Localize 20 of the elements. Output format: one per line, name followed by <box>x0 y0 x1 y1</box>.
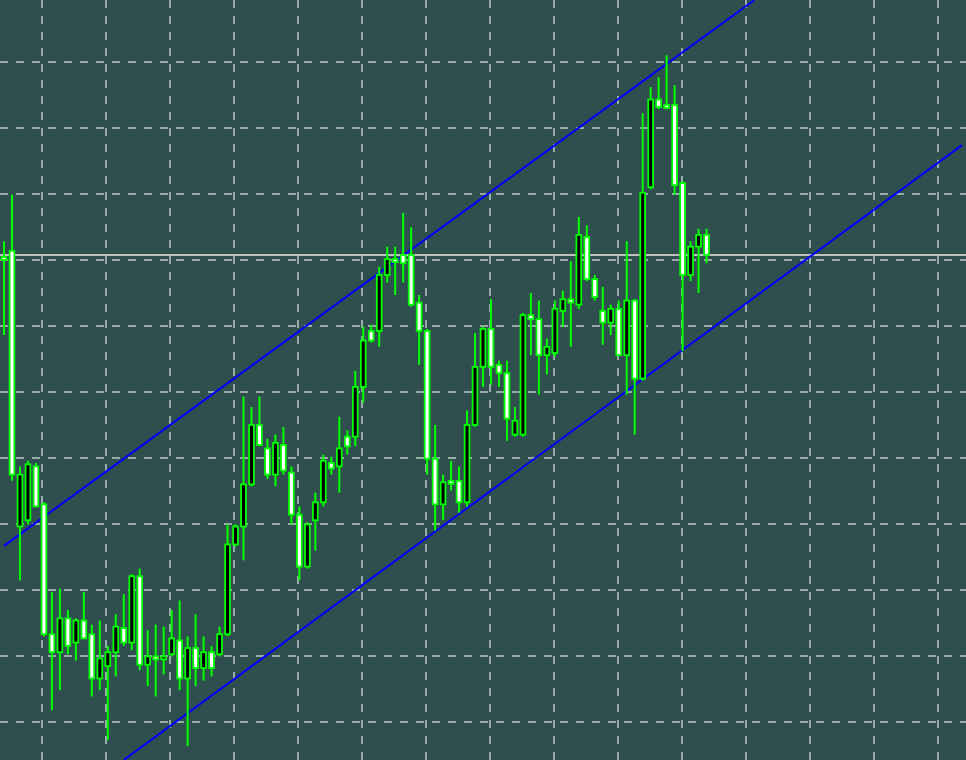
candlestick <box>599 285 607 346</box>
candlestick <box>535 299 543 396</box>
candlestick <box>391 245 399 297</box>
candlestick <box>615 299 623 358</box>
candlestick <box>152 623 159 698</box>
candlestick <box>336 415 343 494</box>
candlestick <box>56 587 64 692</box>
candlestick <box>184 635 191 748</box>
candlestick <box>503 359 511 442</box>
candlestick <box>695 227 702 294</box>
candlestick <box>487 298 495 386</box>
candlestick <box>176 599 183 692</box>
candlestick <box>240 395 247 562</box>
candlestick <box>88 623 96 698</box>
candlestick <box>551 299 559 358</box>
candlestick <box>64 609 72 656</box>
candlestick <box>200 635 207 682</box>
candlestick <box>160 625 167 676</box>
candlestick <box>192 613 199 688</box>
candlestick <box>272 433 279 488</box>
